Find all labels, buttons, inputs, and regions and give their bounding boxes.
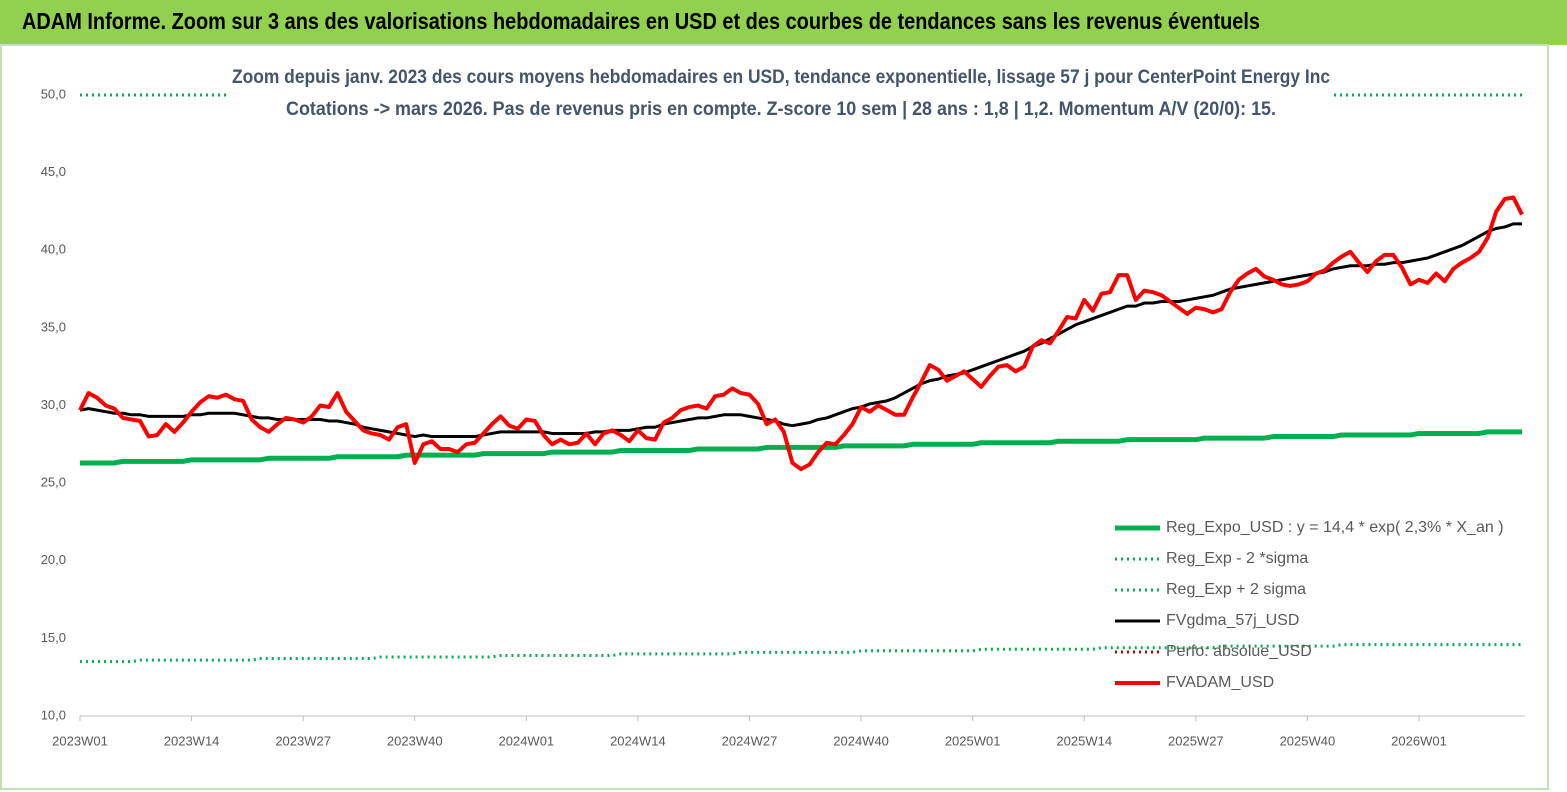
legend: Reg_Expo_USD : y = 14,4 * exp( 2,3% * X_… [1115, 519, 1504, 691]
x-tick-label: 2025W40 [1280, 733, 1336, 748]
x-tick-label: 2025W01 [945, 733, 1001, 748]
legend-label: Perfo: absolue_USD [1166, 643, 1312, 660]
legend-label: Reg_Exp - 2 *sigma [1166, 550, 1308, 567]
y-tick-label: 35,0 [41, 319, 66, 334]
legend-label: FVADAM_USD [1166, 674, 1274, 691]
y-tick-label: 20,0 [41, 552, 66, 567]
x-tick-label: 2024W27 [722, 733, 778, 748]
x-tick-label: 2025W27 [1168, 733, 1224, 748]
y-tick-label: 50,0 [41, 86, 66, 101]
series-line [80, 429, 1522, 466]
x-tick-label: 2025W14 [1056, 733, 1112, 748]
series-line [78, 195, 1524, 472]
x-tick-label: 2023W40 [387, 733, 443, 748]
legend-label: FVgdma_57j_USD [1166, 612, 1299, 629]
series-line [80, 643, 1522, 664]
x-tick-label: 2023W27 [275, 733, 331, 748]
subtitle-box [228, 62, 1334, 130]
x-tick-label: 2024W14 [610, 733, 666, 748]
y-tick-label: 15,0 [41, 630, 66, 645]
legend-label: Reg_Exp + 2 sigma [1166, 581, 1306, 598]
chart-subtitle: Zoom depuis janv. 2023 des cours moyens … [232, 67, 1330, 88]
x-tick-label: 2024W40 [833, 733, 889, 748]
x-tick-label: 2026W01 [1391, 733, 1447, 748]
y-tick-label: 30,0 [41, 397, 66, 412]
chart-frame [0, 44, 1549, 790]
header-bar [0, 0, 1567, 45]
y-tick-label: 10,0 [41, 707, 66, 722]
chart-title: ADAM Informe. Zoom sur 3 ans des valoris… [22, 8, 1260, 34]
x-tick-label: 2023W01 [52, 733, 108, 748]
y-tick-label: 45,0 [41, 164, 66, 179]
y-tick-label: 25,0 [41, 475, 66, 490]
y-tick-label: 40,0 [41, 242, 66, 257]
series-line [79, 222, 1522, 439]
legend-label: Reg_Expo_USD : y = 14,4 * exp( 2,3% * X_… [1166, 519, 1504, 536]
x-tick-label: 2023W14 [164, 733, 220, 748]
x-tick-label: 2024W01 [499, 733, 555, 748]
chart-subtitle: Cotations -> mars 2026. Pas de revenus p… [286, 99, 1276, 120]
